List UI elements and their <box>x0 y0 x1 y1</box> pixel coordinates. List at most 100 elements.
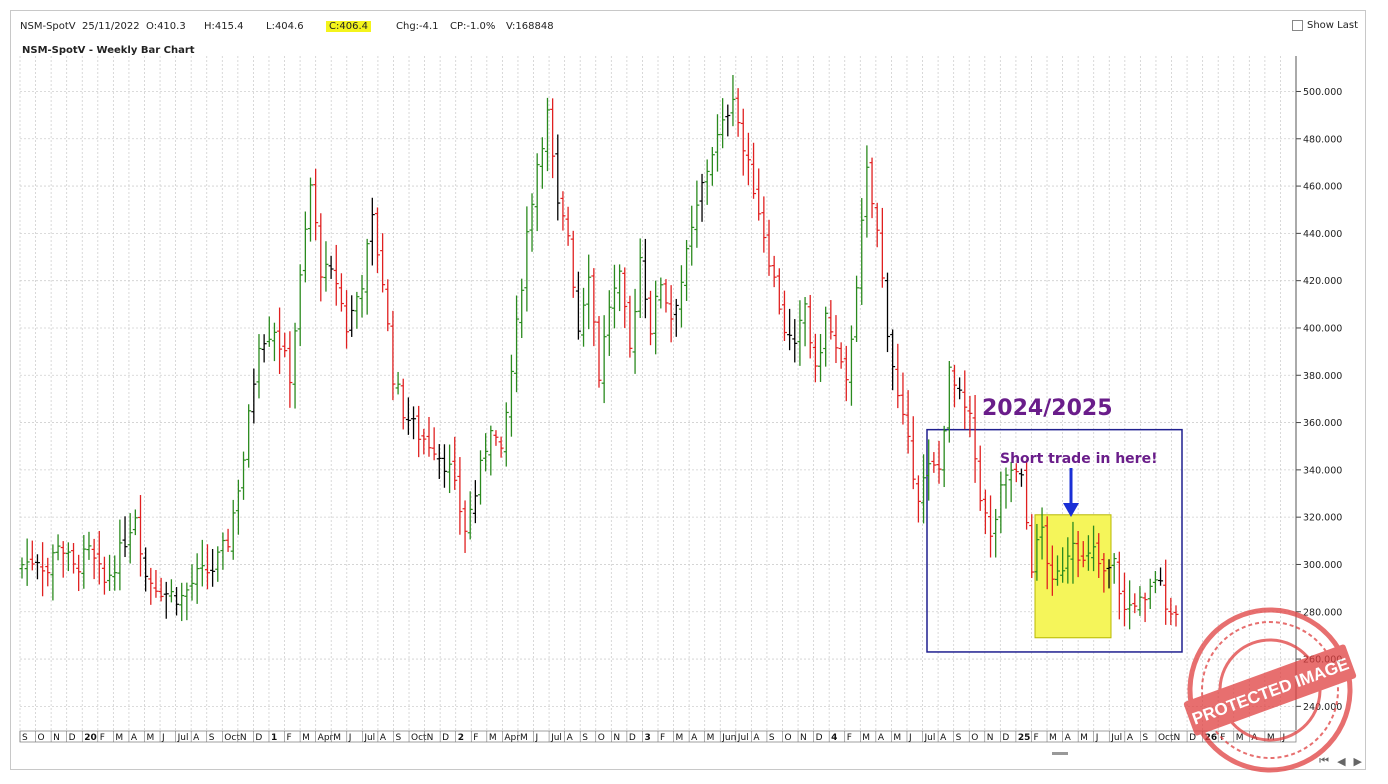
x-tick-label: M <box>146 733 154 743</box>
x-tick-label: A <box>380 733 387 743</box>
x-tick-label: D <box>816 733 823 743</box>
x-tick-label: J <box>1095 733 1099 743</box>
y-tick-label: 320.000 <box>1303 513 1342 524</box>
x-tick-label: A <box>940 733 947 743</box>
x-tick-label: 26 <box>1205 733 1218 743</box>
x-tick-label: D <box>1189 733 1196 743</box>
x-tick-label: A <box>131 733 138 743</box>
x-tick-label: A <box>1065 733 1072 743</box>
x-tick-label: F <box>473 733 478 743</box>
x-tick-label: 25 <box>1018 733 1031 743</box>
x-tick-label: N <box>613 733 620 743</box>
chart-navigation: ⏮ ◀ ▶ <box>1319 754 1362 768</box>
x-tick-label: M <box>707 733 715 743</box>
x-tick-label: O <box>971 733 978 743</box>
x-tick-label: A <box>878 733 885 743</box>
x-tick-label: O <box>598 733 605 743</box>
x-tick-label: Jul <box>924 733 936 743</box>
x-tick-label: D <box>442 733 449 743</box>
x-tick-label: Jul <box>1110 733 1122 743</box>
period-box <box>926 428 1183 653</box>
y-tick-label: 300.000 <box>1303 560 1342 571</box>
x-tick-label: M <box>1049 733 1057 743</box>
change-pct-label: CP:-1.0% <box>450 21 496 32</box>
x-tick-label: A <box>691 733 698 743</box>
x-tick-label: N <box>427 733 434 743</box>
x-tick-label: A <box>753 733 760 743</box>
next-icon[interactable]: ▶ <box>1353 754 1362 768</box>
volume-label: V:168848 <box>506 21 554 32</box>
x-tick-label: 2 <box>458 733 464 743</box>
show-last-toggle[interactable]: Show Last <box>1292 20 1358 31</box>
x-tick-label: S <box>209 733 215 743</box>
x-tick-label: M <box>676 733 684 743</box>
symbol-label: NSM-SpotV <box>20 21 76 32</box>
open-label: O:410.3 <box>146 21 186 32</box>
x-tick-label: A <box>1127 733 1134 743</box>
x-tick-label: N <box>987 733 994 743</box>
x-tick-label: J <box>161 733 165 743</box>
x-tick-label: Jun <box>721 733 736 743</box>
x-tick-label: M <box>893 733 901 743</box>
x-tick-label: F <box>100 733 105 743</box>
y-tick-label: 360.000 <box>1303 418 1342 429</box>
trade-arrow-head <box>1063 503 1079 517</box>
y-tick-label: 380.000 <box>1303 371 1342 382</box>
y-tick-label: 480.000 <box>1303 134 1342 145</box>
y-tick-label: 240.000 <box>1303 702 1342 713</box>
x-tick-label: Oct <box>224 733 240 743</box>
x-tick-label: Apr <box>318 733 334 743</box>
checkbox-icon[interactable] <box>1292 20 1303 31</box>
y-tick-label: 280.000 <box>1303 607 1342 618</box>
x-tick-label: Jul <box>550 733 562 743</box>
x-tick-label: N <box>240 733 247 743</box>
x-tick-label: O <box>784 733 791 743</box>
date-label: 25/11/2022 <box>82 21 140 32</box>
x-tick-label: N <box>53 733 60 743</box>
x-tick-label: Jul <box>737 733 749 743</box>
x-tick-label: M <box>1267 733 1275 743</box>
x-tick-label: D <box>629 733 636 743</box>
x-tick-label: Jul <box>363 733 375 743</box>
x-tick-label: O <box>38 733 45 743</box>
chart-title: NSM-SpotV - Weekly Bar Chart <box>22 45 195 56</box>
x-tick-label: F <box>287 733 292 743</box>
x-tick-label: A <box>193 733 200 743</box>
y-tick-label: 500.000 <box>1303 87 1342 98</box>
close-label: C:406.4 <box>326 21 371 32</box>
change-label: Chg:-4.1 <box>396 21 439 32</box>
y-tick-label: 460.000 <box>1303 182 1342 193</box>
x-tick-label: J <box>908 733 912 743</box>
x-tick-label: S <box>582 733 588 743</box>
y-tick-label: 420.000 <box>1303 276 1342 287</box>
x-tick-label: J <box>535 733 539 743</box>
x-tick-label: M <box>520 733 528 743</box>
y-tick-label: 400.000 <box>1303 323 1342 334</box>
x-tick-label: 20 <box>84 733 97 743</box>
x-tick-label: S <box>395 733 401 743</box>
y-tick-label: 340.000 <box>1303 465 1342 476</box>
x-tick-label: Jul <box>177 733 189 743</box>
x-tick-label: A <box>567 733 574 743</box>
x-tick-label: 3 <box>644 733 650 743</box>
prev-icon[interactable]: ◀ <box>1337 754 1346 768</box>
x-tick-label: S <box>22 733 28 743</box>
x-tick-label: S <box>956 733 962 743</box>
x-tick-label: D <box>1002 733 1009 743</box>
x-tick-label: S <box>1142 733 1148 743</box>
x-tick-label: M <box>333 733 341 743</box>
x-tick-label: F <box>1033 733 1038 743</box>
x-tick-label: S <box>769 733 775 743</box>
x-tick-label: J <box>348 733 352 743</box>
info-bar: NSM-SpotV 25/11/2022 O:410.3 H:415.4 L:4… <box>10 18 1364 36</box>
x-tick-label: M <box>115 733 123 743</box>
x-tick-label: M <box>1236 733 1244 743</box>
x-tick-label: M <box>1080 733 1088 743</box>
x-tick-label: Apr <box>504 733 520 743</box>
rewind-icon[interactable]: ⏮ <box>1319 754 1330 767</box>
period-annotation: 2024/2025 <box>982 396 1113 421</box>
x-tick-label: M <box>302 733 310 743</box>
horizontal-scroll-thumb[interactable] <box>1052 752 1068 755</box>
x-tick-label: 1 <box>271 733 277 743</box>
